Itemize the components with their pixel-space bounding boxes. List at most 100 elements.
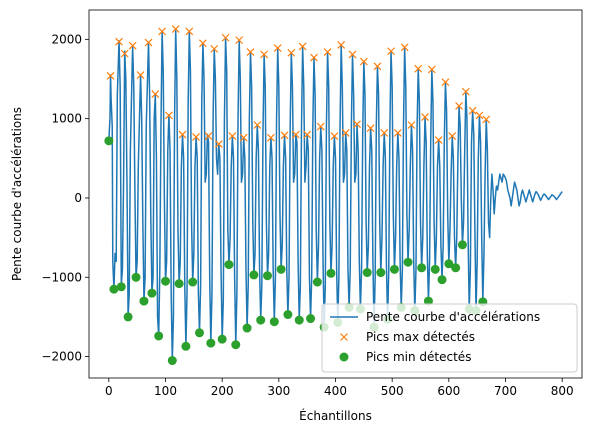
min-peak-marker — [224, 260, 234, 270]
legend-label: Pics max détectés — [366, 330, 475, 344]
y-tick-label: −2000 — [41, 350, 82, 364]
min-peak-marker — [283, 310, 293, 320]
min-peak-marker — [188, 277, 198, 287]
max-peak-marker — [348, 50, 357, 59]
min-peak-marker — [217, 334, 227, 344]
max-peak-marker — [303, 130, 312, 139]
x-tick-label: 500 — [381, 384, 404, 398]
min-peak-marker — [109, 284, 119, 294]
max-peak-marker — [239, 133, 248, 142]
max-peak-marker — [434, 136, 443, 144]
legend-label: Pente courbe d'accélérations — [366, 310, 540, 324]
min-peak-marker — [242, 323, 252, 333]
y-tick-label: 0 — [74, 191, 82, 205]
min-peak-marker — [139, 296, 149, 306]
max-peak-marker — [482, 115, 491, 124]
min-peak-marker — [437, 275, 447, 285]
y-tick-label: 2000 — [51, 32, 82, 46]
max-peak-marker — [273, 44, 282, 52]
max-peak-marker — [228, 132, 237, 141]
min-peak-marker — [249, 270, 259, 280]
max-peak-marker — [366, 124, 375, 133]
legend-box — [321, 303, 578, 373]
max-peak-marker — [393, 129, 402, 137]
max-peak-marker — [128, 41, 137, 50]
max-peak-marker — [221, 33, 230, 42]
min-peak-marker — [116, 282, 126, 292]
min-peak-marker — [256, 315, 266, 325]
legend-x-swatch — [340, 333, 348, 341]
max-peak-marker — [287, 48, 296, 57]
min-peak-marker — [147, 288, 157, 298]
max-peak-marker — [210, 44, 219, 53]
max-peak-marker — [260, 50, 269, 59]
max-peak-marker — [144, 38, 153, 47]
max-peak-marker — [373, 62, 382, 71]
x-tick-label: 0 — [105, 384, 113, 398]
max-peak-marker — [280, 131, 289, 140]
max-peak-marker — [136, 71, 145, 79]
min-peak-marker — [457, 240, 467, 250]
max-peak-marker — [185, 27, 194, 36]
max-peak-marker — [400, 43, 409, 52]
legend: Pente courbe d'accélérations Pics max dét… — [321, 303, 578, 373]
min-peak-marker — [123, 312, 133, 322]
max-peak-marker — [291, 130, 300, 139]
max-peak-marker — [198, 39, 207, 48]
max-peak-marker — [461, 87, 470, 96]
max-peak-marker — [158, 27, 167, 36]
max-peak-marker — [448, 132, 457, 141]
max-peak-marker — [359, 57, 368, 66]
min-peak-marker — [326, 268, 336, 278]
min-peak-marker — [154, 331, 164, 341]
x-tick-label: 600 — [437, 384, 460, 398]
min-peak-marker — [206, 338, 216, 348]
min-peak-marker — [312, 277, 322, 287]
max-peak-marker — [204, 132, 213, 141]
x-tick-label: 400 — [324, 384, 347, 398]
y-tick-label: 1000 — [51, 112, 82, 126]
axis-ticks: 0 100 200 300 400 500 600 700 800 −2000 −1000 0 1000… — [41, 32, 573, 398]
max-peak-marker — [421, 113, 429, 121]
max-peak-marker — [120, 49, 129, 58]
min-peak-marker — [306, 314, 316, 324]
max-peak-marker — [455, 102, 463, 110]
max-peak-marker — [310, 53, 318, 62]
min-peak-marker — [444, 259, 454, 269]
min-peak-marker — [174, 279, 184, 289]
min-peak-marker — [104, 136, 114, 146]
max-peak-marker — [214, 140, 223, 148]
max-peak-marker — [387, 47, 395, 56]
max-peak-marker — [441, 78, 450, 87]
max-peak-marker — [427, 65, 436, 74]
max-peak-marker — [171, 25, 180, 33]
max-peak-marker — [115, 37, 123, 46]
min-peak-marker — [269, 317, 279, 327]
min-peak-marker — [161, 276, 170, 286]
max-peak-marker — [316, 122, 325, 131]
max-peak-marker — [407, 121, 416, 129]
x-axis-label: Échantillons — [299, 408, 372, 423]
x-tick-label: 700 — [494, 384, 517, 398]
y-tick-label: −1000 — [41, 270, 82, 284]
series-line — [108, 28, 563, 362]
x-tick-label: 200 — [211, 384, 234, 398]
max-peak-marker — [178, 130, 187, 139]
x-tick-label: 800 — [551, 384, 574, 398]
min-peak-marker — [231, 340, 241, 350]
min-peak-marker — [131, 272, 141, 282]
max-peak-marker — [380, 129, 389, 137]
min-peak-marker — [417, 263, 427, 273]
max-peak-marker — [330, 132, 339, 141]
legend-label: Pics min détectés — [366, 350, 471, 364]
min-peak-marker — [195, 328, 204, 338]
x-tick-label: 300 — [267, 384, 290, 398]
min-peak-marker — [430, 264, 440, 274]
min-peak-marker — [389, 264, 399, 274]
max-peak-marker — [475, 111, 484, 120]
min-peak-marker — [376, 268, 386, 278]
max-peak-marker — [341, 129, 350, 137]
min-peak-marker — [263, 271, 272, 281]
max-peak-marker — [414, 64, 423, 73]
